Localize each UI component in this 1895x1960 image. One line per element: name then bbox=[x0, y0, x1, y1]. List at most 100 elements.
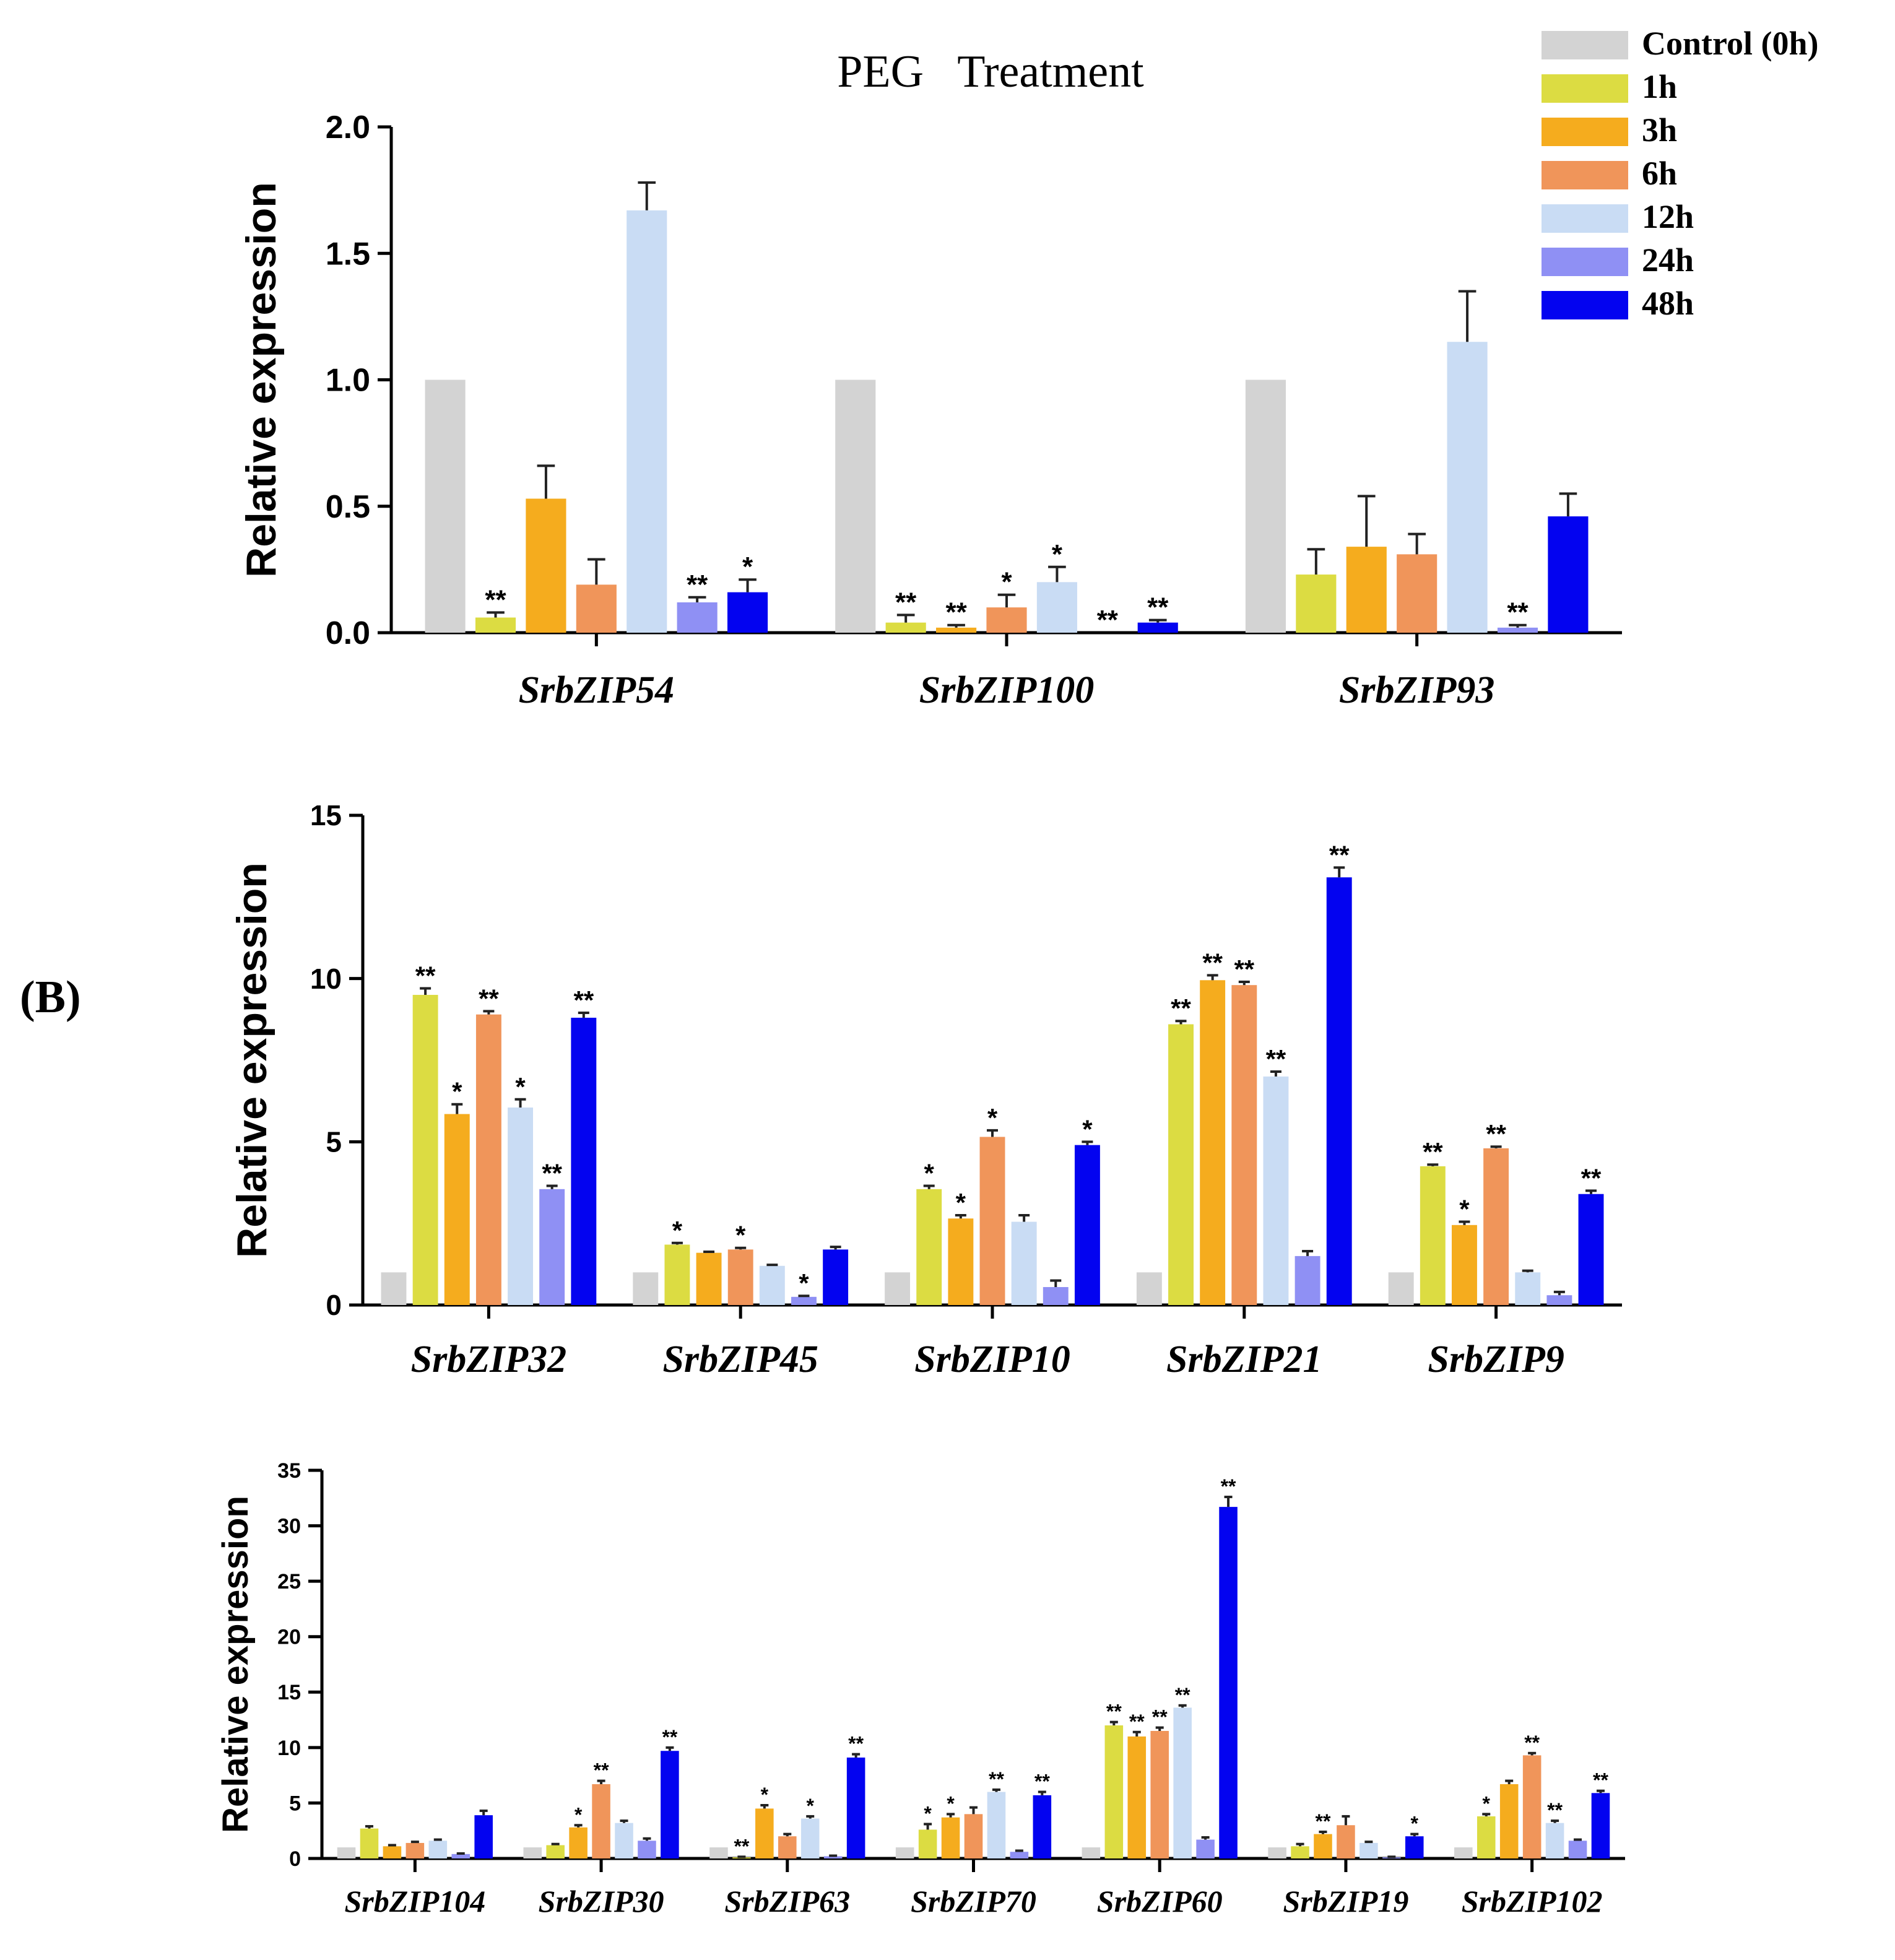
significance-marker: ** bbox=[594, 1759, 609, 1782]
bar-srbzip102-1h bbox=[1477, 1816, 1496, 1858]
bar-srbzip93-3h bbox=[1346, 547, 1387, 633]
significance-marker: ** bbox=[734, 1835, 749, 1857]
bar-srbzip100-48h bbox=[1137, 622, 1178, 633]
bar-srbzip54-48h bbox=[727, 592, 768, 633]
significance-marker: * bbox=[799, 1268, 809, 1298]
legend-swatch-1h bbox=[1542, 74, 1628, 103]
bar-srbzip63-3h bbox=[755, 1808, 774, 1858]
category-label-srbzip45: SrbZIP45 bbox=[662, 1338, 818, 1381]
bar-srbzip60-1h bbox=[1104, 1725, 1124, 1858]
bar-srbzip30-48h bbox=[661, 1751, 679, 1858]
bar-srbzip9-3h bbox=[1452, 1225, 1477, 1305]
y-tick-label: 2.0 bbox=[326, 110, 370, 145]
bar-srbzip45-24h bbox=[791, 1296, 817, 1305]
bar-srbzip100-3h bbox=[936, 627, 977, 633]
significance-marker: ** bbox=[895, 587, 917, 617]
category-label-srbzip30: SrbZIP30 bbox=[539, 1884, 664, 1919]
panel-label: (B) bbox=[20, 972, 81, 1023]
bar-srbzip32-12h bbox=[508, 1107, 533, 1305]
bar-srbzip104-48h bbox=[474, 1815, 493, 1858]
bar-srbzip100-control-0h bbox=[835, 379, 876, 633]
bar-srbzip32-48h bbox=[571, 1017, 597, 1305]
bar-srbzip60-6h bbox=[1150, 1730, 1169, 1858]
chart-panel-1: 0.0 0.5 1.0 1.5 2.0 Relative expression SrbZIP… bbox=[238, 110, 1622, 711]
significance-marker: * bbox=[924, 1159, 935, 1188]
legend-swatch-3h bbox=[1542, 118, 1628, 146]
category-label-srbzip63: SrbZIP63 bbox=[724, 1884, 850, 1919]
significance-marker: * bbox=[1483, 1792, 1491, 1815]
bar-srbzip70-48h bbox=[1033, 1795, 1052, 1858]
bar-srbzip54-12h bbox=[627, 210, 667, 633]
significance-marker: * bbox=[1052, 539, 1063, 570]
bar-srbzip10-12h bbox=[1011, 1221, 1037, 1305]
bar-srbzip70-3h bbox=[941, 1817, 960, 1858]
category-label-srbzip100: SrbZIP100 bbox=[919, 669, 1094, 711]
legend-label-24h: 24h bbox=[1642, 241, 1694, 279]
category-label-srbzip54: SrbZIP54 bbox=[519, 669, 674, 711]
significance-marker: ** bbox=[1106, 1701, 1122, 1723]
significance-marker: ** bbox=[848, 1733, 864, 1755]
y-tick-label: 15 bbox=[277, 1681, 301, 1704]
significance-marker: ** bbox=[1593, 1769, 1608, 1792]
significance-marker: ** bbox=[1147, 592, 1169, 623]
bar-srbzip21-12h bbox=[1263, 1076, 1289, 1305]
category-label-srbzip19: SrbZIP19 bbox=[1283, 1884, 1409, 1919]
significance-marker: ** bbox=[573, 986, 594, 1015]
y-axis-label: Relative expression bbox=[215, 1496, 256, 1833]
significance-marker: ** bbox=[542, 1159, 562, 1188]
bar-srbzip104-24h bbox=[451, 1854, 470, 1858]
bar-srbzip54-6h bbox=[576, 584, 617, 633]
bar-srbzip19-48h bbox=[1405, 1836, 1424, 1858]
bar-srbzip19-6h bbox=[1337, 1825, 1355, 1858]
bar-srbzip70-24h bbox=[1010, 1852, 1029, 1858]
bar-srbzip10-48h bbox=[1074, 1145, 1100, 1305]
bar-srbzip63-48h bbox=[846, 1757, 865, 1858]
bar-srbzip60-48h bbox=[1219, 1507, 1238, 1858]
y-tick-label: 0.5 bbox=[326, 489, 370, 525]
significance-marker: ** bbox=[1329, 840, 1350, 869]
bar-srbzip45-1h bbox=[664, 1244, 690, 1305]
bar-srbzip54-24h bbox=[677, 602, 718, 633]
figure-title: PEG Treatment bbox=[837, 46, 1144, 97]
significance-marker: ** bbox=[485, 584, 506, 615]
bar-srbzip9-6h bbox=[1483, 1148, 1509, 1305]
bar-srbzip104-3h bbox=[383, 1846, 402, 1858]
significance-marker: ** bbox=[1507, 597, 1529, 628]
significance-marker: ** bbox=[1234, 955, 1254, 984]
significance-marker: * bbox=[1001, 567, 1012, 597]
bar-srbzip9-control-0h bbox=[1388, 1272, 1414, 1305]
significance-marker: ** bbox=[1129, 1711, 1145, 1733]
legend-swatch-24h bbox=[1542, 248, 1628, 276]
bar-srbzip70-6h bbox=[964, 1814, 983, 1858]
legend-label-3h: 3h bbox=[1642, 111, 1677, 149]
chart-panel-3: 0 5 10 15 20 25 30 35 Relative expression SrbZIP1… bbox=[215, 1459, 1625, 1919]
bar-srbzip100-6h bbox=[986, 607, 1027, 633]
significance-marker: ** bbox=[1171, 994, 1191, 1023]
significance-marker: * bbox=[987, 1103, 998, 1132]
y-tick-label: 15 bbox=[310, 799, 342, 831]
significance-marker: ** bbox=[1266, 1044, 1286, 1073]
bar-srbzip63-24h bbox=[823, 1856, 843, 1858]
significance-marker: ** bbox=[1221, 1475, 1236, 1498]
bar-srbzip21-1h bbox=[1168, 1024, 1194, 1305]
bar-srbzip63-12h bbox=[800, 1818, 820, 1858]
bar-srbzip54-1h bbox=[475, 617, 516, 633]
significance-marker: ** bbox=[687, 570, 708, 600]
bar-srbzip60-control-0h bbox=[1082, 1847, 1101, 1858]
bar-srbzip30-1h bbox=[546, 1845, 565, 1858]
bar-srbzip93-48h bbox=[1548, 516, 1589, 633]
bar-srbzip19-1h bbox=[1291, 1846, 1309, 1858]
significance-marker: * bbox=[452, 1077, 462, 1106]
bar-srbzip9-1h bbox=[1420, 1166, 1446, 1305]
significance-marker: ** bbox=[1316, 1810, 1331, 1832]
bar-srbzip32-6h bbox=[475, 1014, 501, 1305]
y-tick-label: 10 bbox=[277, 1737, 301, 1760]
bar-srbzip32-24h bbox=[539, 1189, 565, 1305]
y-tick-label: 20 bbox=[277, 1626, 301, 1649]
bar-srbzip102-6h bbox=[1522, 1755, 1542, 1858]
bar-srbzip63-6h bbox=[778, 1836, 797, 1858]
bar-srbzip93-1h bbox=[1296, 575, 1337, 633]
bar-srbzip21-3h bbox=[1200, 980, 1226, 1305]
significance-marker: * bbox=[672, 1216, 683, 1245]
bar-srbzip70-12h bbox=[987, 1792, 1006, 1858]
